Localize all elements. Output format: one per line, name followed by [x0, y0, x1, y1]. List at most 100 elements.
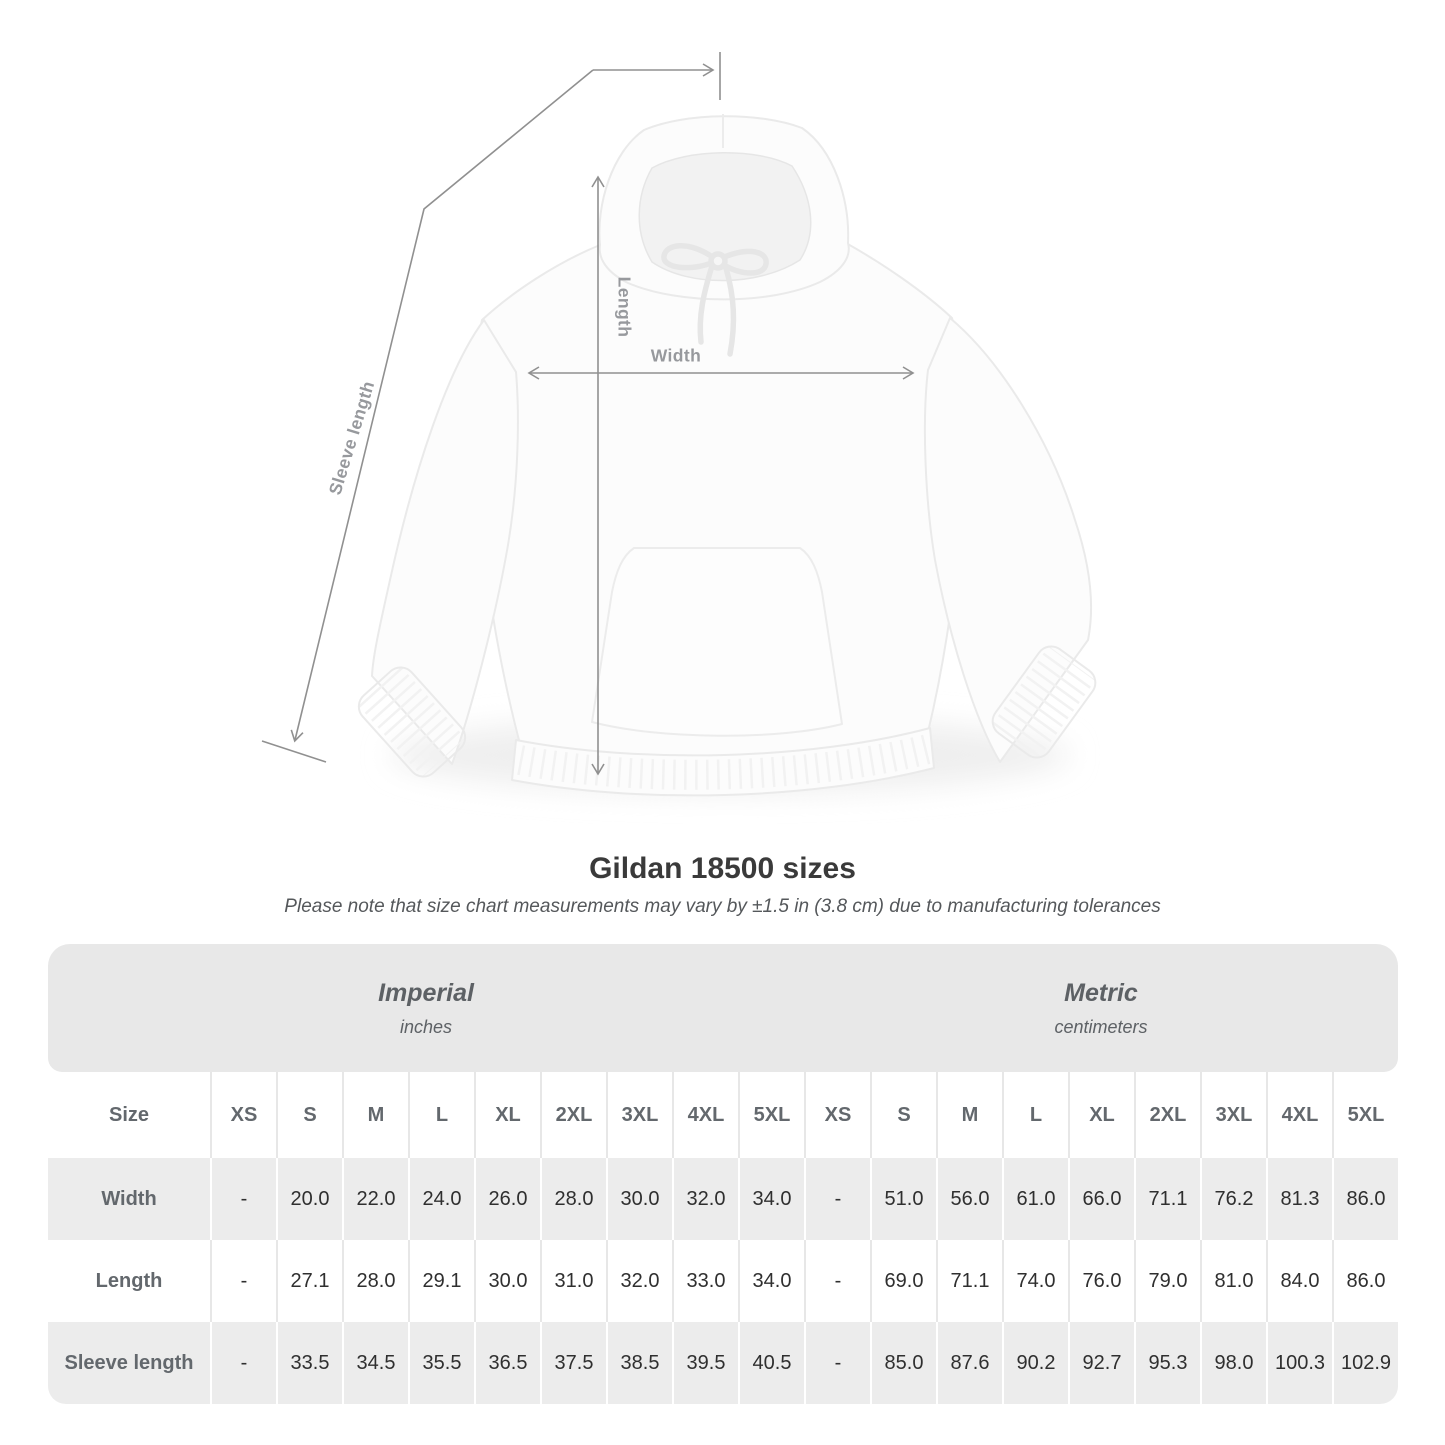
imperial-value-cell: 35.5 [408, 1322, 474, 1404]
cuff-tick [261, 740, 327, 763]
measurement-row-label: Length [48, 1240, 210, 1322]
size-header-metric-4xl: 4XL [1266, 1072, 1332, 1158]
size-header-metric-m: M [936, 1072, 1002, 1158]
size-header-imperial-3xl: 3XL [606, 1072, 672, 1158]
metric-value-cell: 51.0 [870, 1158, 936, 1240]
imperial-unit-label: inches [399, 1016, 453, 1037]
size-header-imperial-m: M [342, 1072, 408, 1158]
imperial-value-cell: 37.5 [540, 1322, 606, 1404]
imperial-value-cell: 34.5 [342, 1322, 408, 1404]
metric-value-cell: 84.0 [1266, 1240, 1332, 1322]
metric-value-cell: 92.7 [1068, 1322, 1134, 1404]
imperial-value-cell: - [210, 1322, 276, 1404]
hood [598, 114, 850, 301]
metric-value-cell: 56.0 [936, 1158, 1002, 1240]
size-header-imperial-s: S [276, 1072, 342, 1158]
drawstring-bow [661, 243, 769, 357]
size-header-metric-3xl: 3XL [1200, 1072, 1266, 1158]
imperial-value-cell: 33.0 [672, 1240, 738, 1322]
imperial-value-cell: - [210, 1240, 276, 1322]
metric-value-cell: 100.3 [1266, 1322, 1332, 1404]
page-title: Gildan 18500 sizes [589, 852, 856, 885]
imperial-value-cell: - [210, 1158, 276, 1240]
size-table: Imperial inches Metric centimeters Size X… [48, 944, 1398, 1404]
sleeve-length-arrow-line [290, 69, 594, 743]
imperial-value-cell: 26.0 [474, 1158, 540, 1240]
right-cuff [991, 645, 1097, 759]
metric-value-cell: 76.2 [1200, 1158, 1266, 1240]
right-sleeve [923, 317, 1093, 763]
imperial-value-cell: 38.5 [606, 1322, 672, 1404]
size-header-metric-5xl: 5XL [1332, 1072, 1398, 1158]
metric-value-cell: 69.0 [870, 1240, 936, 1322]
metric-value-cell: 66.0 [1068, 1158, 1134, 1240]
size-header-imperial-2xl: 2XL [540, 1072, 606, 1158]
metric-value-cell: 86.0 [1332, 1240, 1398, 1322]
imperial-value-cell: 31.0 [540, 1240, 606, 1322]
imperial-value-cell: 34.0 [738, 1158, 804, 1240]
imperial-value-cell: 39.5 [672, 1322, 738, 1404]
metric-unit-label: centimeters [1054, 1016, 1148, 1037]
metric-value-cell: 61.0 [1002, 1158, 1068, 1240]
left-sleeve [371, 319, 519, 765]
imperial-value-cell: 36.5 [474, 1322, 540, 1404]
metric-value-cell: 79.0 [1134, 1240, 1200, 1322]
measurement-row-label: Width [48, 1158, 210, 1240]
metric-value-cell: 81.3 [1266, 1158, 1332, 1240]
imperial-value-cell: 32.0 [672, 1158, 738, 1240]
imperial-value-cell: 24.0 [408, 1158, 474, 1240]
metric-value-cell: 85.0 [870, 1322, 936, 1404]
size-header-imperial-xs: XS [210, 1072, 276, 1158]
imperial-value-cell: 32.0 [606, 1240, 672, 1322]
metric-value-cell: 98.0 [1200, 1322, 1266, 1404]
size-header-imperial-4xl: 4XL [672, 1072, 738, 1158]
metric-value-cell: 76.0 [1068, 1240, 1134, 1322]
imperial-value-cell: 34.0 [738, 1240, 804, 1322]
metric-value-cell: 81.0 [1200, 1240, 1266, 1322]
width-measure-label: Width [650, 345, 702, 366]
table-row-width: Width -20.0 22.0 24.0 26.0 28.0 30.0 32.0 34.0-5… [48, 1158, 1398, 1240]
imperial-value-cell: 27.1 [276, 1240, 342, 1322]
metric-value-cell: 71.1 [936, 1240, 1002, 1322]
size-header-row: Size XS S M L XL 2XL 3XL 4XL 5XL XS S M L XL 2XL 3XL 4XL 5… [48, 1072, 1398, 1158]
imperial-value-cell: 29.1 [408, 1240, 474, 1322]
imperial-group-header: Imperial inches [48, 944, 804, 1072]
kangaroo-pocket [591, 547, 843, 737]
metric-value-cell: 87.6 [936, 1322, 1002, 1404]
size-header-imperial-5xl: 5XL [738, 1072, 804, 1158]
hem-band [511, 727, 935, 797]
metric-value-cell: 71.1 [1134, 1158, 1200, 1240]
metric-value-cell: - [804, 1240, 870, 1322]
size-header-metric-xl: XL [1068, 1072, 1134, 1158]
metric-label: Metric [1064, 978, 1138, 1007]
metric-value-cell: 90.2 [1002, 1322, 1068, 1404]
size-header-imperial-xl: XL [474, 1072, 540, 1158]
size-header-metric-s: S [870, 1072, 936, 1158]
metric-value-cell: 102.9 [1332, 1322, 1398, 1404]
table-row-length: Length -27.1 28.0 29.1 30.0 31.0 32.0 33.0 34.0-… [48, 1240, 1398, 1322]
size-header-metric-xs: XS [804, 1072, 870, 1158]
tolerance-note: Please note that size chart measurements… [284, 896, 1161, 917]
imperial-value-cell: 33.5 [276, 1322, 342, 1404]
metric-value-cell: 86.0 [1332, 1158, 1398, 1240]
imperial-value-cell: 30.0 [474, 1240, 540, 1322]
measurement-row-label: Sleeve length [48, 1322, 210, 1404]
imperial-value-cell: 40.5 [738, 1322, 804, 1404]
hoodie-measurement-figure: Length Width Sleeve length [261, 52, 1097, 797]
table-row-sleeve-length: Sleeve length -33.5 34.5 35.5 36.5 37.5 38.5 39… [48, 1322, 1398, 1404]
size-header-metric-l: L [1002, 1072, 1068, 1158]
size-header-imperial-l: L [408, 1072, 474, 1158]
imperial-value-cell: 28.0 [342, 1240, 408, 1322]
metric-value-cell: 74.0 [1002, 1240, 1068, 1322]
left-cuff [357, 666, 467, 778]
unit-band: Imperial inches Metric centimeters [48, 944, 1398, 1072]
size-table-body: Width -20.0 22.0 24.0 26.0 28.0 30.0 32.0 34.0-5… [48, 1158, 1398, 1404]
size-chart-page: Length Width Sleeve length Gildan 18500 … [48, 52, 1398, 1404]
metric-group-header: Metric centimeters [804, 944, 1398, 1072]
imperial-value-cell: 30.0 [606, 1158, 672, 1240]
imperial-value-cell: 28.0 [540, 1158, 606, 1240]
hoodie-illustration [261, 52, 1097, 797]
imperial-value-cell: 20.0 [276, 1158, 342, 1240]
imperial-label: Imperial [378, 978, 474, 1007]
metric-value-cell: - [804, 1322, 870, 1404]
